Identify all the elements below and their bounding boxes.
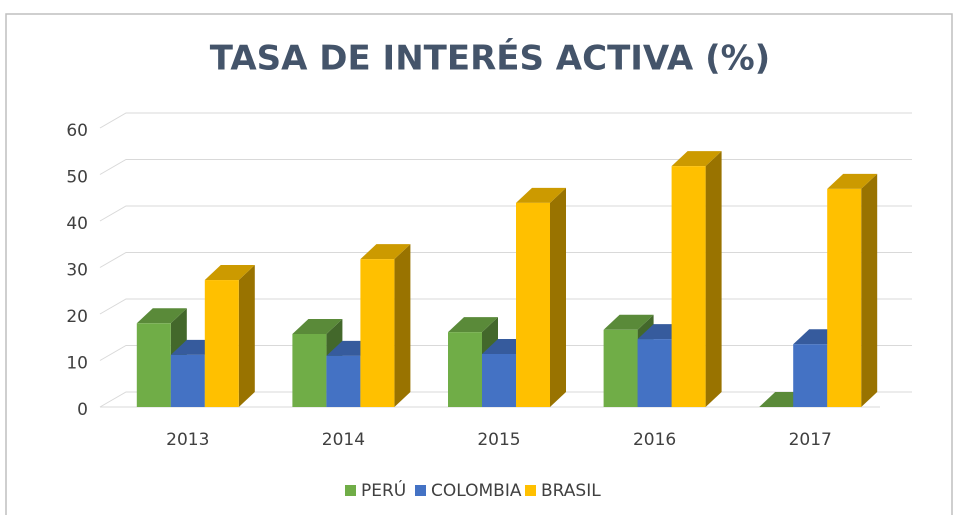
- chart-title: TASA DE INTERÉS ACTIVA (%): [210, 38, 770, 79]
- bar-top: [671, 151, 722, 167]
- bar-3d: [204, 265, 255, 407]
- legend-swatch: [345, 485, 356, 496]
- x-tick-label: 2013: [166, 430, 209, 450]
- bar-side: [550, 187, 566, 407]
- bar: [827, 188, 862, 407]
- bar: [516, 202, 550, 407]
- y-tick-label: 0: [77, 400, 88, 420]
- y-tick-label: 30: [66, 261, 88, 281]
- grid-line: [99, 252, 912, 268]
- bar-side: [705, 151, 722, 407]
- y-tick-label: 50: [66, 168, 88, 188]
- bar-side: [861, 173, 878, 407]
- bar-top: [516, 187, 566, 203]
- bar-top: [292, 318, 343, 334]
- bar: [448, 332, 482, 407]
- bar: [136, 323, 171, 407]
- grid-line: [99, 298, 912, 315]
- bar-top: [603, 314, 654, 330]
- grid-line: [99, 205, 912, 222]
- bar: [170, 354, 205, 407]
- bar-top: [136, 308, 187, 324]
- bar-top: [448, 317, 498, 333]
- bar: [671, 166, 706, 407]
- bar-3d: [827, 173, 878, 407]
- chart-frame: [5, 13, 953, 515]
- legend-label: PERÚ: [361, 479, 406, 501]
- legend-swatch: [415, 485, 426, 496]
- bar-3d: [516, 187, 566, 407]
- bar: [482, 353, 516, 407]
- bar: [326, 355, 361, 407]
- bar-side: [394, 244, 411, 407]
- x-tick-label: 2017: [789, 430, 832, 450]
- bar: [204, 280, 239, 407]
- bar-3d: [360, 244, 411, 407]
- grid-line: [99, 159, 912, 175]
- bar-top: [360, 244, 411, 260]
- y-tick-label: 40: [66, 214, 88, 234]
- bar: [793, 344, 828, 407]
- legend-label: COLOMBIA: [431, 481, 522, 501]
- legend-swatch: [525, 485, 536, 496]
- x-tick-label: 2016: [633, 430, 676, 450]
- y-tick-label: 20: [66, 307, 88, 327]
- bar-side: [238, 265, 255, 407]
- x-tick-label: 2015: [477, 430, 520, 450]
- bar: [292, 333, 327, 407]
- bar: [603, 329, 638, 407]
- legend-label: BRASIL: [541, 481, 601, 501]
- bar: [637, 339, 672, 407]
- bar-3d: [671, 151, 722, 407]
- y-tick-label: 60: [66, 121, 88, 141]
- bar: [360, 259, 395, 407]
- bar-top: [204, 265, 255, 281]
- y-tick-label: 10: [66, 354, 88, 374]
- x-tick-label: 2014: [322, 430, 365, 450]
- grid-line: [99, 112, 912, 129]
- bar-top: [827, 173, 878, 189]
